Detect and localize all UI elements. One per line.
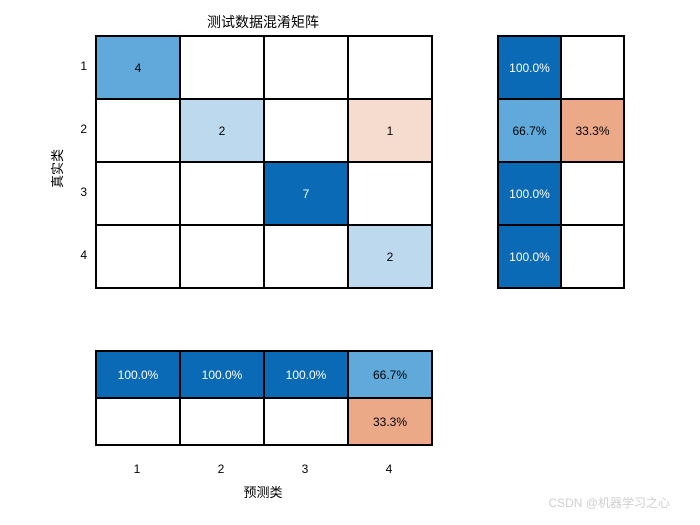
row-summary-cell: 100.0% [498,162,561,225]
row-summary-cell [561,162,624,225]
confusion-matrix: 42172 [95,35,433,289]
row-summary-matrix: 100.0%66.7%33.3%100.0%100.0% [497,35,625,289]
row-summary-cell: 33.3% [561,99,624,162]
col-summary-cell: 33.3% [348,398,432,445]
confusion-cell: 7 [264,162,348,225]
confusion-cell: 1 [348,99,432,162]
row-summary-cell: 66.7% [498,99,561,162]
x-tick: 2 [179,462,263,476]
col-summary-cell [96,398,180,445]
row-summary-cell: 100.0% [498,36,561,99]
col-summary-cell: 66.7% [348,351,432,398]
col-summary-cell [264,398,348,445]
confusion-cell: 2 [348,225,432,288]
col-summary-cell: 100.0% [96,351,180,398]
confusion-cell [180,225,264,288]
y-tick: 1 [67,59,87,73]
confusion-cell [348,162,432,225]
col-summary-cell [180,398,264,445]
y-tick: 2 [67,122,87,136]
col-summary-cell: 100.0% [180,351,264,398]
confusion-cell [264,225,348,288]
row-summary-cell: 100.0% [498,225,561,288]
y-axis-label: 真实类 [47,149,66,188]
col-summary-matrix: 100.0%100.0%100.0%66.7%33.3% [95,350,433,446]
col-summary-cell: 100.0% [264,351,348,398]
confusion-cell [96,225,180,288]
confusion-cell: 2 [180,99,264,162]
x-axis-label: 预测类 [95,482,431,501]
confusion-cell: 4 [96,36,180,99]
x-tick: 1 [95,462,179,476]
confusion-cell [264,99,348,162]
confusion-cell [96,99,180,162]
confusion-cell [180,162,264,225]
y-tick: 4 [67,248,87,262]
confusion-cell [264,36,348,99]
x-tick: 4 [347,462,431,476]
watermark: CSDN @机器学习之心 [548,494,670,511]
figure-canvas: 测试数据混淆矩阵 真实类 42172 100.0%66.7%33.3%100.0… [0,0,700,525]
confusion-cell [96,162,180,225]
row-summary-cell [561,225,624,288]
x-tick: 3 [263,462,347,476]
row-summary-cell [561,36,624,99]
confusion-cell [348,36,432,99]
confusion-cell [180,36,264,99]
chart-title: 测试数据混淆矩阵 [95,12,431,32]
y-tick: 3 [67,185,87,199]
